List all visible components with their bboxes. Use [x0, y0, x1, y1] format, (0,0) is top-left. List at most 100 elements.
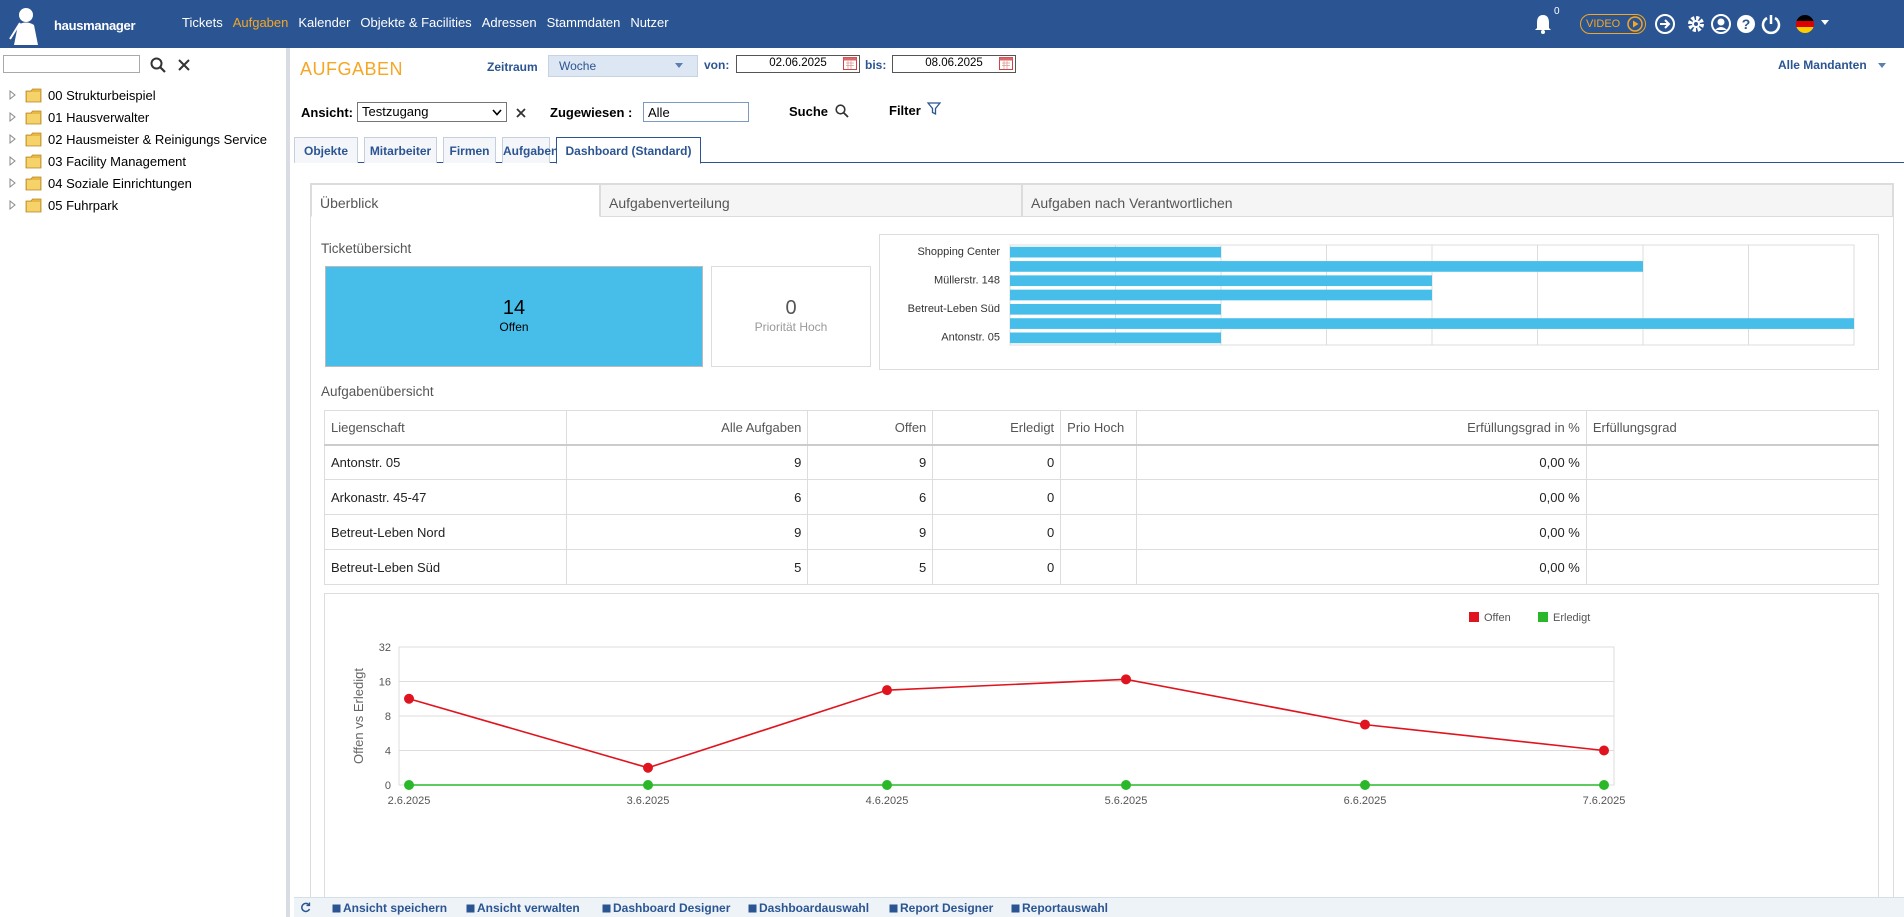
von-date-input[interactable]: 02.06.2025	[736, 55, 860, 73]
bar[interactable]	[1010, 318, 1854, 329]
nav-item-2[interactable]: Kalender	[298, 15, 351, 30]
bar[interactable]	[1010, 303, 1221, 315]
tree-item[interactable]: 04 Soziale Einrichtungen	[0, 172, 286, 194]
ansicht-select[interactable]: Testzugang	[357, 102, 507, 122]
data-point[interactable]	[1360, 719, 1370, 730]
data-point[interactable]	[1360, 780, 1370, 790]
filter-button[interactable]: Filter	[889, 102, 942, 118]
table-row[interactable]: Antonstr. 05 9 9 0 0,00 %	[324, 444, 1880, 480]
data-point[interactable]	[404, 780, 414, 790]
hausmanager-logo[interactable]: hausmanager	[6, 3, 156, 45]
data-point[interactable]	[643, 780, 653, 790]
search-button[interactable]: Suche	[789, 104, 849, 119]
footer-button-3[interactable]: Dashboardauswahl	[748, 901, 869, 915]
tree-list: 00 Strukturbeispiel 01 Hausverwalter 02 Ha…	[0, 84, 286, 216]
bis-label: bis:	[865, 58, 887, 72]
help-icon[interactable]: ?	[1735, 13, 1757, 35]
login-icon[interactable]	[1654, 13, 1676, 35]
subtab-0[interactable]: Überblick	[311, 184, 600, 217]
calendar-icon[interactable]	[999, 56, 1013, 70]
user-icon[interactable]	[1710, 13, 1732, 35]
zeitraum-select[interactable]: Woche	[548, 55, 698, 77]
table-row[interactable]: Betreut-Leben Nord 9 9 0 0,00 %	[324, 514, 1880, 550]
tree-item[interactable]: 05 Fuhrpark	[0, 194, 286, 216]
column-header[interactable]: Erledigt	[932, 410, 1062, 446]
nav-item-0[interactable]: Tickets	[182, 15, 223, 30]
footer-button-0[interactable]: Ansicht speichern	[332, 901, 447, 915]
nav-item-4[interactable]: Adressen	[481, 15, 537, 30]
tab-2[interactable]: Firmen	[443, 137, 496, 163]
expand-arrow-icon[interactable]	[7, 177, 19, 189]
german-flag-icon[interactable]	[1794, 13, 1816, 35]
table-row[interactable]: Arkonastr. 45-47 6 6 0 0,00 %	[324, 479, 1880, 515]
clear-ansicht-icon[interactable]	[516, 108, 526, 118]
bar[interactable]	[1010, 261, 1643, 272]
gear-icon[interactable]	[1685, 13, 1707, 35]
column-header[interactable]: Prio Hoch	[1060, 410, 1137, 446]
nav-item-3[interactable]: Objekte & Facilities	[360, 15, 472, 30]
footer-button-1[interactable]: Ansicht verwalten	[466, 901, 580, 915]
expand-arrow-icon[interactable]	[7, 133, 19, 145]
video-button[interactable]: VIDEO	[1580, 14, 1646, 34]
power-icon[interactable]	[1760, 13, 1782, 35]
table-row[interactable]: Betreut-Leben Süd 5 5 0 0,00 %	[324, 549, 1880, 585]
data-point[interactable]	[1599, 745, 1609, 756]
table-cell: Antonstr. 05	[324, 444, 567, 480]
tree-search-input[interactable]	[3, 55, 140, 73]
tree-item[interactable]: 01 Hausverwalter	[0, 106, 286, 128]
search-icon[interactable]	[150, 57, 166, 73]
nav-item-1[interactable]: Aufgaben	[232, 15, 289, 30]
zugewiesen-input[interactable]	[643, 102, 749, 122]
bar[interactable]	[1010, 332, 1221, 344]
kpi-priority-high[interactable]: 0 Priorität Hoch	[711, 266, 871, 367]
data-point[interactable]	[1599, 780, 1609, 790]
column-header[interactable]: Liegenschaft	[324, 410, 567, 446]
bar[interactable]	[1010, 246, 1221, 258]
y-tick-label: 0	[385, 780, 391, 792]
footer-button-4[interactable]: Report Designer	[889, 901, 993, 915]
legend-label[interactable]: Erledigt	[1553, 612, 1590, 624]
tree-item[interactable]: 03 Facility Management	[0, 150, 286, 172]
expand-arrow-icon[interactable]	[7, 89, 19, 101]
table-cell: 0	[932, 514, 1062, 550]
expand-arrow-icon[interactable]	[7, 155, 19, 167]
data-point[interactable]	[1121, 674, 1131, 685]
tree-item-label: 01 Hausverwalter	[48, 109, 150, 125]
mandanten-dropdown[interactable]: Alle Mandanten	[1778, 58, 1886, 72]
bar[interactable]	[1010, 289, 1432, 301]
tab-3[interactable]: Aufgaben	[502, 137, 558, 163]
close-icon[interactable]	[178, 59, 190, 71]
bis-date-input[interactable]: 08.06.2025	[892, 55, 1016, 73]
bar[interactable]	[1010, 275, 1432, 287]
refresh-icon[interactable]	[300, 902, 311, 913]
data-point[interactable]	[882, 780, 892, 790]
subtab-2[interactable]: Aufgaben nach Verantwortlichen	[1022, 184, 1893, 217]
legend-label[interactable]: Offen	[1484, 612, 1511, 624]
expand-arrow-icon[interactable]	[7, 111, 19, 123]
data-point[interactable]	[643, 762, 653, 773]
tab-1[interactable]: Mitarbeiter	[364, 137, 437, 163]
footer-button-5[interactable]: Reportauswahl	[1011, 901, 1108, 915]
tab-4[interactable]: Dashboard (Standard)	[556, 137, 701, 164]
subtab-1[interactable]: Aufgabenverteilung	[600, 184, 1022, 217]
nav-item-5[interactable]: Stammdaten	[546, 15, 621, 30]
kpi-open-tickets[interactable]: 14 Offen	[325, 266, 703, 367]
column-header[interactable]: Erfüllungsgrad in %	[1135, 410, 1587, 446]
expand-arrow-icon[interactable]	[7, 199, 19, 211]
data-point[interactable]	[404, 693, 414, 704]
top-navigation-bar: hausmanager Tickets Aufgaben Kalender Objek…	[0, 0, 1904, 48]
column-header[interactable]: Alle Aufgaben	[565, 410, 809, 446]
tree-item[interactable]: 00 Strukturbeispiel	[0, 84, 286, 106]
tree-item[interactable]: 02 Hausmeister & Reinigungs Service	[0, 128, 286, 150]
column-header[interactable]: Offen	[807, 410, 934, 446]
column-header[interactable]: Erfüllungsgrad	[1585, 410, 1880, 446]
data-point[interactable]	[882, 685, 892, 696]
bell-icon[interactable]	[1532, 13, 1554, 35]
calendar-icon[interactable]	[843, 56, 857, 70]
footer-button-2[interactable]: Dashboard Designer	[602, 901, 730, 915]
data-point[interactable]	[1121, 780, 1131, 790]
tab-0[interactable]: Objekte	[294, 137, 358, 163]
tree-item-label: 02 Hausmeister & Reinigungs Service	[48, 131, 267, 147]
language-dropdown-icon[interactable]	[1821, 20, 1829, 26]
nav-item-6[interactable]: Nutzer	[630, 15, 669, 30]
